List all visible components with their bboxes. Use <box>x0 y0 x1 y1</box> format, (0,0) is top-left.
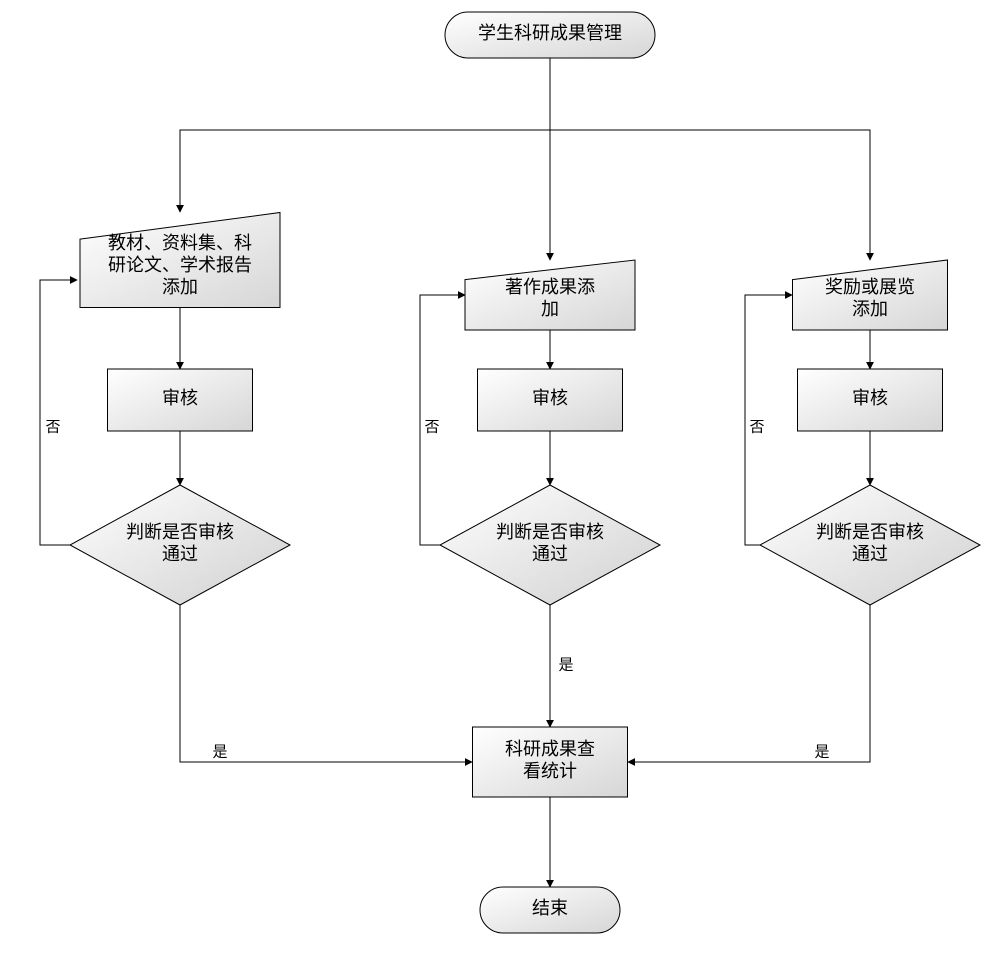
svg-text:判断是否审核: 判断是否审核 <box>126 522 234 542</box>
edge-label: 是 <box>212 744 227 760</box>
edge <box>628 605 870 762</box>
svg-text:教材、资料集、科: 教材、资料集、科 <box>108 233 252 253</box>
svg-text:结束: 结束 <box>532 898 568 918</box>
svg-text:学生科研成果管理: 学生科研成果管理 <box>478 23 622 43</box>
svg-text:通过: 通过 <box>162 544 198 564</box>
svg-text:科研成果查: 科研成果查 <box>505 739 595 759</box>
svg-text:研论文、学术报告: 研论文、学术报告 <box>108 255 252 275</box>
svg-text:添加: 添加 <box>162 277 198 297</box>
edge <box>550 130 870 260</box>
svg-text:审核: 审核 <box>532 388 568 408</box>
edge-label: 否 <box>45 419 60 435</box>
edge-label: 否 <box>424 419 439 435</box>
svg-text:审核: 审核 <box>162 388 198 408</box>
svg-text:加: 加 <box>541 299 559 319</box>
svg-text:判断是否审核: 判断是否审核 <box>816 522 924 542</box>
svg-text:通过: 通过 <box>852 544 888 564</box>
svg-text:判断是否审核: 判断是否审核 <box>496 522 604 542</box>
edge-label: 是 <box>814 744 829 760</box>
edge-label: 否 <box>749 419 764 435</box>
flowchart-canvas: 否否否是是是学生科研成果管理结束教材、资料集、科研论文、学术报告添加著作成果添加… <box>0 0 1000 958</box>
svg-text:著作成果添: 著作成果添 <box>505 277 595 297</box>
edge <box>180 130 550 212</box>
svg-text:添加: 添加 <box>852 299 888 319</box>
svg-text:通过: 通过 <box>532 544 568 564</box>
edge-label: 是 <box>558 657 573 673</box>
svg-text:看统计: 看统计 <box>523 761 577 781</box>
svg-text:审核: 审核 <box>852 388 888 408</box>
svg-text:奖励或展览: 奖励或展览 <box>825 277 915 297</box>
edges-layer: 否否否是是是 <box>40 58 870 887</box>
nodes-layer <box>70 12 980 933</box>
edge <box>40 280 77 545</box>
edge <box>180 605 472 762</box>
